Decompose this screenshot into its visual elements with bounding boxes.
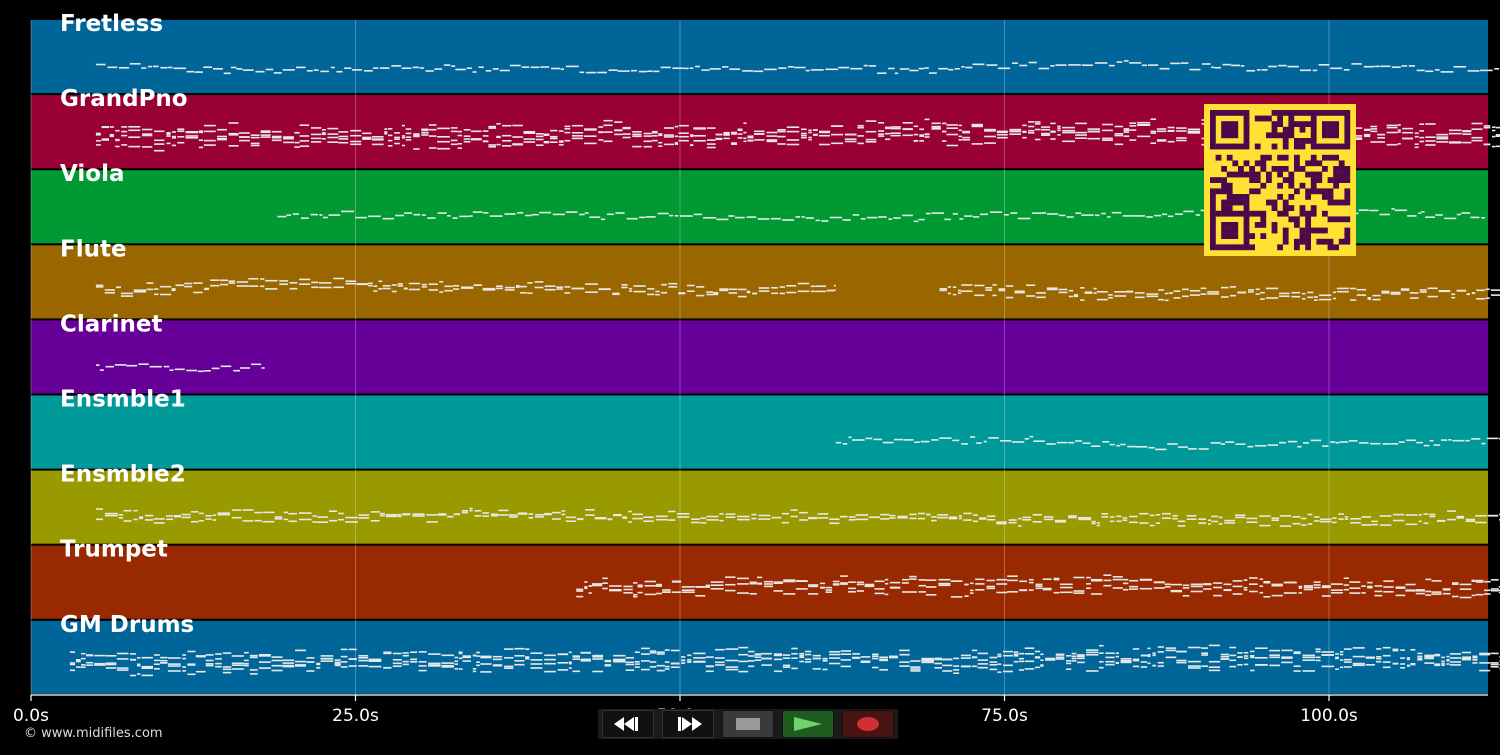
axis-tick-label-1: 25.0s	[332, 706, 379, 726]
axis-tick-label-3: 75.0s	[981, 706, 1028, 726]
track-lane-6[interactable]	[31, 470, 1488, 544]
record-button[interactable]	[842, 710, 894, 738]
record-icon	[857, 717, 879, 731]
track-lane-5[interactable]	[31, 395, 1488, 469]
track-label-5: Ensmble1	[60, 387, 186, 413]
track-label-7: Trumpet	[60, 537, 168, 563]
transport-controls	[598, 709, 898, 739]
play-icon	[794, 717, 822, 731]
rewind-button[interactable]	[602, 710, 654, 738]
track-label-8: GM Drums	[60, 612, 194, 638]
track-lane-0[interactable]	[31, 20, 1488, 94]
track-notes-3	[95, 277, 1500, 302]
stop-icon	[736, 718, 760, 730]
track-notes-4	[95, 363, 265, 373]
track-notes-8	[69, 644, 1500, 677]
qr-code	[1204, 104, 1356, 256]
track-label-6: Ensmble2	[60, 462, 186, 488]
track-label-4: Clarinet	[60, 311, 162, 337]
axis-tick-label-0: 0.0s	[13, 706, 49, 726]
track-notes-0	[95, 60, 1500, 75]
play-button[interactable]	[782, 710, 834, 738]
fast-forward-button[interactable]	[662, 710, 714, 738]
track-label-2: Viola	[60, 161, 125, 187]
fast-forward-icon	[678, 717, 702, 731]
track-notes-5	[835, 435, 1500, 451]
track-label-1: GrandPno	[60, 86, 188, 112]
stop-button[interactable]	[722, 710, 774, 738]
track-lane-3[interactable]	[31, 245, 1488, 319]
copyright-text: © www.midifiles.com	[24, 726, 163, 741]
track-notes-6	[95, 507, 1500, 527]
track-notes-7	[576, 574, 1500, 599]
track-notes-2	[277, 206, 1485, 223]
track-label-0: Fretless	[60, 11, 163, 37]
rewind-icon	[614, 717, 638, 731]
track-lane-7[interactable]	[31, 545, 1488, 619]
track-label-3: Flute	[60, 236, 127, 262]
axis-tick-label-4: 100.0s	[1300, 706, 1358, 726]
track-lane-4[interactable]	[31, 320, 1488, 394]
